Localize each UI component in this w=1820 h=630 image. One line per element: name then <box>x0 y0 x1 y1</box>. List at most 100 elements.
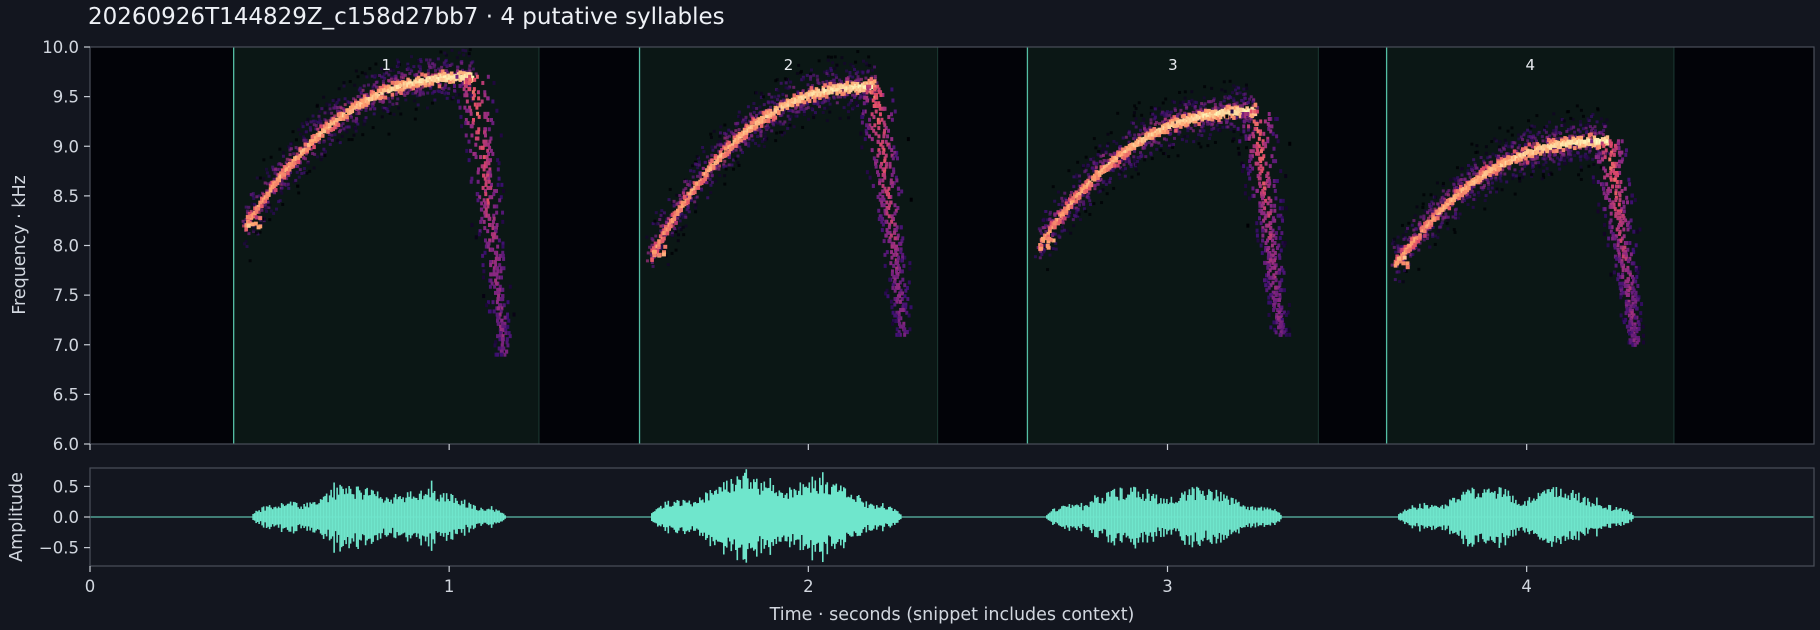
spectrogram-cell <box>1127 159 1131 163</box>
spectrogram-cell <box>1413 214 1417 218</box>
spectrogram-cell <box>807 99 812 104</box>
spectrogram-cell <box>474 142 478 147</box>
spectrogram-cell <box>891 98 895 103</box>
spectrogram-cell <box>1065 228 1069 232</box>
spectrogram-cell <box>705 170 709 174</box>
spectrogram-cell <box>337 87 341 91</box>
spectrogram-cell <box>818 95 822 100</box>
spectrogram-cell <box>474 72 478 76</box>
spectrogram-cell <box>895 299 899 304</box>
spectrogram-cell <box>749 128 754 133</box>
spectrogram-cell <box>323 111 327 115</box>
spectrogram-cell <box>1190 98 1194 102</box>
spectrogram-cell <box>492 272 496 277</box>
spectrogram-cell <box>717 149 721 153</box>
spectrogram-cell <box>1041 226 1045 230</box>
spectrogram-cell <box>1217 118 1221 123</box>
spectrogram-cell <box>1460 200 1464 204</box>
spectrogram-cell <box>755 113 759 117</box>
spectrogram-cell <box>1072 201 1076 205</box>
spectrogram-cell <box>435 78 440 83</box>
spectrogram-cell <box>1266 139 1270 144</box>
spectrogram-cell <box>1127 140 1131 144</box>
spectrogram-cell <box>1155 147 1159 151</box>
spectrogram-cell <box>815 74 819 78</box>
spectrogram-cell <box>1129 163 1133 167</box>
spectrogram-cell <box>483 164 487 169</box>
spectrogram-cell <box>501 241 505 246</box>
spectrogram-cell <box>832 78 836 82</box>
spectrogram-cell <box>396 97 400 101</box>
spectrogram-cell <box>254 215 259 220</box>
spectrogram-cell <box>873 103 877 108</box>
spectrogram-cell <box>484 139 488 144</box>
spectrogram-cell <box>496 167 500 172</box>
spectrogram-cell <box>1274 285 1278 290</box>
spectrogram-cell <box>1200 133 1204 137</box>
spectrogram-cell <box>1409 252 1413 256</box>
spectrogram-cell <box>856 50 860 54</box>
spectrogram-cell <box>312 145 316 150</box>
spectrogram-cell <box>304 138 308 142</box>
spectrogram-cell <box>417 70 421 74</box>
spectrogram-cell <box>1264 161 1268 166</box>
spectrogram-cell <box>443 63 447 67</box>
spectrogram-cell <box>1260 193 1264 198</box>
spectrogram-cell <box>1223 105 1227 109</box>
spectrogram-cell <box>494 281 498 286</box>
spectrogram-cell <box>1084 155 1088 159</box>
spectrogram-cell <box>491 235 495 240</box>
spectrogram-cell <box>458 70 463 75</box>
spectrogram-cell <box>696 174 700 178</box>
spectrogram-cell <box>374 62 378 66</box>
spectrogram-cell <box>897 316 901 321</box>
spectrogram-cell <box>373 74 377 78</box>
spectrogram-cell <box>888 222 892 227</box>
spectrogram-cell <box>897 186 901 191</box>
spectrogram-cell <box>297 175 301 179</box>
spectrogram-cell <box>885 208 889 213</box>
spectrogram-cell <box>1123 174 1127 178</box>
spectrogram-cell <box>678 197 682 201</box>
spectrogram-cell <box>1222 80 1226 84</box>
spectrogram-cell <box>1097 172 1102 177</box>
spectrogram-cell <box>505 337 509 342</box>
spectrogram-cell <box>885 250 889 255</box>
spectrogram-cell <box>497 346 501 351</box>
spectrogram-cell <box>402 73 406 77</box>
spectrogram-cell <box>264 167 268 171</box>
spectrogram-cell <box>486 201 490 206</box>
spectrogram-cell <box>468 92 472 96</box>
spectrogram-cell <box>845 69 849 73</box>
spectrogram-cell <box>1248 125 1252 129</box>
spectrogram-cell <box>1470 187 1474 191</box>
spectrogram-cell <box>1248 169 1252 174</box>
spectrogram-cell <box>494 278 498 283</box>
spectrogram-cell <box>1074 206 1078 210</box>
spectrogram-cell <box>503 324 507 329</box>
spectrogram-cell <box>1406 238 1410 242</box>
spectrogram-cell <box>838 89 843 94</box>
spectrogram-cell <box>253 221 258 226</box>
spectrogram-cell <box>713 154 718 159</box>
spectrogram-cell <box>883 252 887 257</box>
spectrogram-cell <box>1183 96 1187 100</box>
spectrogram-cell <box>388 100 392 104</box>
spectrogram-cell <box>893 228 897 233</box>
spectrogram-cell <box>372 112 376 116</box>
spectrogram-cell <box>423 80 428 85</box>
spectrogram-cell <box>445 96 449 100</box>
spectrogram-cell <box>826 58 830 62</box>
spectrogram-cell <box>1236 126 1240 131</box>
spectrogram-cell <box>1104 150 1108 154</box>
spectrogram-cell <box>1267 223 1271 228</box>
spectrogram-cell <box>482 269 486 274</box>
spectrogram-cell <box>892 274 896 279</box>
spectrogram-cell <box>1274 116 1278 121</box>
spectrogram-cell <box>878 178 882 183</box>
spectrogram-cell <box>881 172 885 177</box>
spectrogram-cell <box>470 77 475 82</box>
spectrogram-cell <box>1261 141 1265 146</box>
spectrogram-cell <box>822 97 826 101</box>
spectrogram-cell <box>376 93 381 98</box>
